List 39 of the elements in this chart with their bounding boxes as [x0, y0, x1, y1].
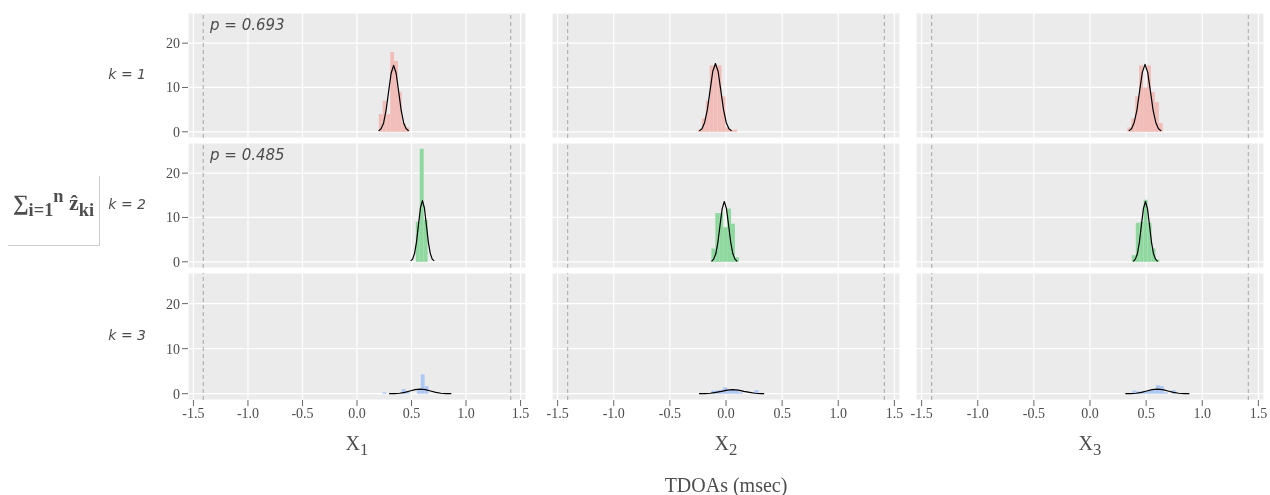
x-axis-title: X$_{2}$: [713, 432, 739, 460]
x-tick-label: -0.5: [658, 405, 681, 421]
x-tick-label: 1.5: [1249, 405, 1268, 421]
y-tick-label: 20: [166, 36, 180, 52]
x-tick-label: 1.0: [457, 405, 475, 421]
y-axis-title: k = 3: [107, 326, 146, 343]
y-axis-title: k = 2: [107, 195, 146, 212]
x-axis-title: X$_{3}$: [1077, 432, 1103, 460]
x-tick-label: 1.0: [829, 405, 848, 421]
text: ∑$_{i=1}$$^{n}$ ẑ$_{ki}$: [8, 175, 100, 246]
x-tick-label: 1.5: [885, 405, 904, 421]
x-tick-label: -0.5: [291, 405, 314, 421]
x-tick-label: 0.0: [717, 405, 735, 421]
y-tick-label: 10: [166, 80, 180, 96]
annotation: p = 0.485: [210, 146, 285, 164]
y-tick-label: 20: [166, 296, 180, 312]
x-tick-label: 0.0: [348, 405, 366, 421]
x-tick-label: -1.0: [602, 405, 625, 421]
annotation: p = 0.693: [210, 16, 285, 34]
x-axis-title: X$_{1}$: [344, 432, 370, 460]
x-tick-label: 0.5: [1137, 405, 1155, 421]
x-tick-label: -1.0: [966, 405, 989, 421]
y-tick-label: 20: [166, 166, 180, 182]
x-tick-label: -1.5: [546, 405, 569, 421]
x-tick-label: -1.0: [236, 405, 260, 421]
x-tick-label: 1.5: [511, 405, 530, 421]
y-tick-label: 10: [166, 341, 180, 357]
y-axis-title: k = 1: [107, 65, 146, 82]
x-tick-label: -0.5: [1022, 405, 1045, 421]
y-tick-label: 10: [166, 210, 180, 226]
y-tick-label: 0: [173, 254, 180, 270]
x-tick-label: 0.5: [773, 405, 791, 421]
y-tick-label: 0: [173, 124, 180, 140]
x-tick-label: -1.5: [182, 405, 205, 421]
x-tick-label: 1.0: [1193, 405, 1212, 421]
y-tick-label: 0: [173, 386, 180, 402]
x-tick-label: -1.5: [910, 405, 933, 421]
x-tick-label: 0.5: [402, 405, 421, 421]
x-tick-label: 0.0: [1081, 405, 1099, 421]
